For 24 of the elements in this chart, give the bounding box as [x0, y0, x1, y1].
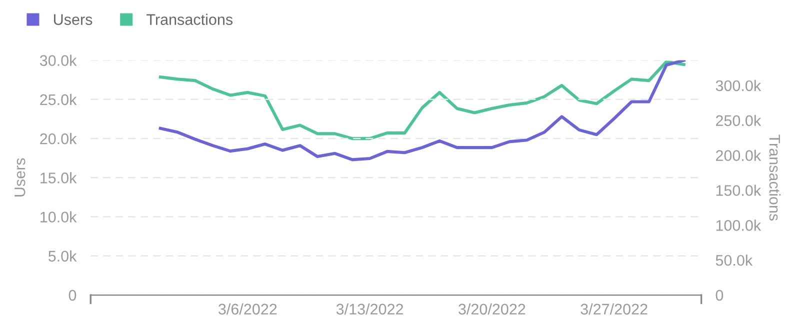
y-tick-label: 15.0k — [40, 172, 77, 184]
x-tick-label: 3/13/2022 — [336, 303, 404, 315]
x-tick-label: 3/27/2022 — [580, 303, 648, 315]
y2-tick-label: 150.0k — [716, 184, 762, 196]
y2-tick-label: 50.0k — [716, 254, 753, 266]
legend-label: Transactions — [146, 14, 233, 25]
x-tick-label: 3/20/2022 — [458, 303, 526, 315]
y-tick-label: 0 — [68, 290, 76, 301]
y-tick-label: 25.0k — [40, 94, 77, 106]
y2-tick-label: 300.0k — [716, 80, 762, 92]
y-tick-label: 30.0k — [40, 54, 77, 66]
y-tick-label: 10.0k — [40, 211, 77, 222]
y2-tick-label: 100.0k — [716, 220, 762, 231]
line-series — [158, 60, 686, 140]
y-tick-label: 5.0k — [48, 250, 77, 262]
y2-axis-title: Transactions — [769, 134, 781, 221]
y-axis-title: Users — [14, 158, 26, 196]
y2-tick-label: 0 — [716, 290, 724, 301]
y2-tick-label: 250.0k — [716, 114, 762, 126]
x-tick-label: 3/6/2022 — [218, 303, 277, 315]
legend-label: Users — [54, 14, 92, 25]
y-tick-label: 20.0k — [40, 133, 77, 144]
y2-tick-label: 200.0k — [716, 150, 762, 161]
line-series — [158, 60, 686, 162]
